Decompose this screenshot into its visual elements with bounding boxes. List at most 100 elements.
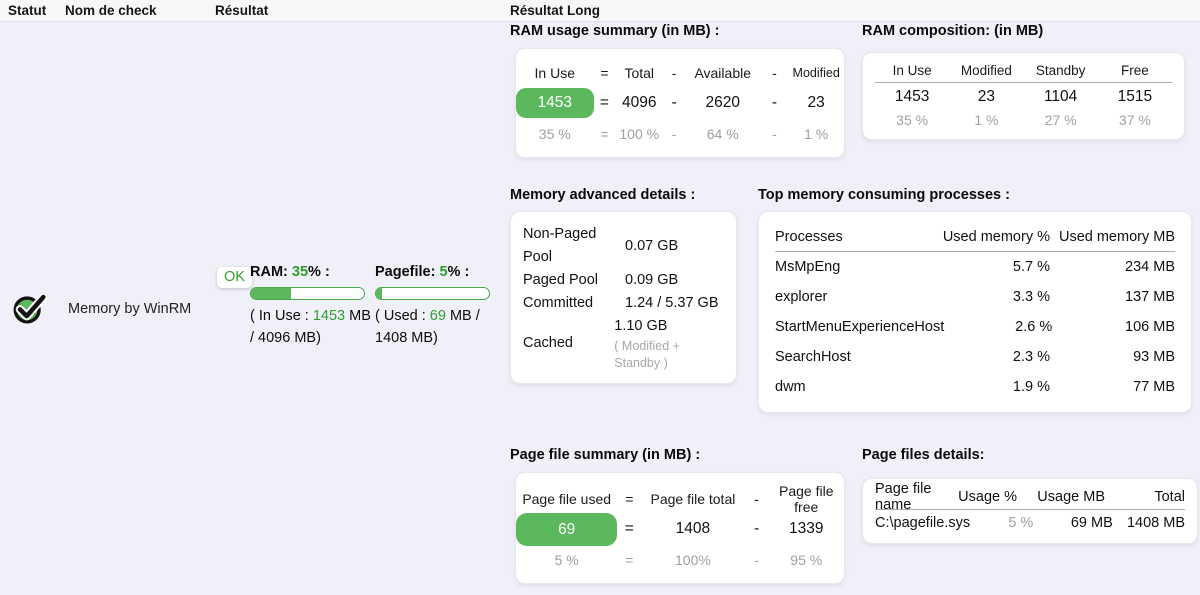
header-cell: Modified <box>960 63 1012 78</box>
pagefile-details-row: C:\pagefile.sys 5 % 69 MB 1408 MB <box>875 510 1185 535</box>
pagefile-total: 1408 MB <box>1126 514 1185 531</box>
row-value: 1.24 / 5.37 GB <box>625 295 719 311</box>
column-header-statut[interactable]: Statut <box>8 3 47 18</box>
column-header-nom-de-check[interactable]: Nom de check <box>65 3 157 18</box>
minus-sign: - <box>671 94 677 111</box>
process-row: StartMenuExperienceHost 2.6 % 106 MB <box>775 312 1175 342</box>
ram-percent-value: 35 <box>291 264 309 280</box>
memory-advanced-row: Paged Pool 0.09 GB <box>523 269 724 292</box>
process-name: dwm <box>775 379 806 395</box>
column-header-resultat-long[interactable]: Résultat Long <box>510 3 600 18</box>
ram-composition-percent-row: 35 % 1 % 27 % 37 % <box>875 109 1172 131</box>
top-processes-card: Processes Used memory % Used memory MB M… <box>758 211 1192 413</box>
percent-cell: 35 % <box>538 126 571 142</box>
pagefile-summary-title: Page file summary (in MB) : <box>510 447 701 463</box>
pagefile-progress-bar <box>375 287 490 300</box>
row-label: Paged Pool <box>523 272 598 288</box>
ram-gauge-detail: ( In Use : 1453 MB / 4096 MB) <box>250 308 371 346</box>
pagefile-summary-value-row: 69 = 1408 - 1339 <box>516 512 844 546</box>
equals-sign: = <box>625 552 634 568</box>
value-cell: 23 <box>807 94 825 111</box>
ram-usage-summary-title: RAM usage summary (in MB) : <box>510 23 720 39</box>
percent-cell: 35 % <box>896 112 929 128</box>
memory-advanced-card: Non-Paged Pool 0.07 GB Paged Pool 0.09 G… <box>510 211 737 384</box>
minus-sign: - <box>671 126 677 142</box>
percent-cell: 100 % <box>619 126 660 142</box>
percent-cell: 1 % <box>804 126 829 142</box>
header-cell: Used memory MB <box>1058 228 1175 245</box>
process-row: dwm 1.9 % 77 MB <box>775 372 1175 402</box>
ram-composition-value-row: 1453 23 1104 1515 <box>875 83 1172 109</box>
pagefile-summary-card: Page file used = Page file total - Page … <box>515 472 845 584</box>
ram-progress-fill <box>251 288 291 299</box>
row-label: Committed <box>523 295 594 311</box>
check-name[interactable]: Memory by WinRM <box>68 301 192 317</box>
header-cell: Page file free <box>779 483 834 515</box>
pagefile-progress-fill <box>376 288 382 299</box>
status-ok-check-circle-icon <box>13 292 48 324</box>
table-header: Statut Nom de check Résultat Résultat Lo… <box>0 0 1200 22</box>
equals-sign: = <box>599 94 609 111</box>
header-cell: Page file name <box>875 481 932 513</box>
ram-summary-value-row: 1453 = 4096 - 2620 - 23 <box>516 87 844 119</box>
memory-advanced-row: Cached 1.10 GB ( Modified + Standby ) <box>523 315 724 372</box>
in-use-pill: 1453 <box>516 88 594 118</box>
pagefile-details-card: Page file name Usage % Usage MB Total C:… <box>862 478 1198 544</box>
percent-cell: 37 % <box>1118 112 1151 128</box>
value-cell: 2620 <box>705 94 740 111</box>
process-row: explorer 3.3 % 137 MB <box>775 282 1175 312</box>
value-cell: 1515 <box>1117 88 1153 105</box>
header-cell: Free <box>1120 63 1149 78</box>
pagefile-name: C:\pagefile.sys <box>875 514 971 531</box>
memory-advanced-block: Memory advanced details : Non-Paged Pool… <box>510 186 737 384</box>
header-cell: Total <box>1154 489 1185 505</box>
process-name: explorer <box>775 289 828 305</box>
percent-cell: 27 % <box>1044 112 1077 128</box>
value-cell: 1339 <box>789 520 824 537</box>
process-pct: 2.3 % <box>1012 349 1050 365</box>
ram-usage-summary-block: RAM usage summary (in MB) : In Use = Tot… <box>510 22 845 158</box>
percent-cell: 95 % <box>790 552 823 568</box>
value-cell: 1104 <box>1043 88 1078 105</box>
minus-sign: - <box>754 552 759 568</box>
percent-cell: 5 % <box>554 552 579 568</box>
status-badge: OK <box>217 267 252 288</box>
pagefile-gauge: Pagefile: 5% : ( Used : 69 MB / 1408 MB) <box>375 264 493 349</box>
minus-sign: - <box>671 65 677 81</box>
pagefile-summary-header-row: Page file used = Page file total - Page … <box>516 483 844 515</box>
memory-advanced-title: Memory advanced details : <box>510 187 696 203</box>
header-cell: In Use <box>534 65 575 81</box>
top-processes-block: Top memory consuming processes : Process… <box>758 186 1192 413</box>
row-label: Non-Paged Pool <box>523 226 597 265</box>
ram-summary-percent-row: 35 % = 100 % - 64 % - 1 % <box>516 119 844 149</box>
header-cell: Processes <box>775 228 843 245</box>
equals-sign: = <box>600 65 609 81</box>
pagefile-summary-percent-row: 5 % = 100% - 95 % <box>516 545 844 575</box>
minus-sign: - <box>772 126 777 142</box>
pagefile-details-block: Page files details: Page file name Usage… <box>862 446 1198 544</box>
minus-sign: - <box>772 65 777 81</box>
percent-cell: 64 % <box>706 126 739 142</box>
pagefile-used-value: 69 <box>429 308 446 324</box>
header-cell: Page file used <box>522 491 612 507</box>
row-value: 1.10 GB <box>614 318 668 334</box>
pagefile-details-header-row: Page file name Usage % Usage MB Total <box>875 481 1185 513</box>
equals-sign: = <box>624 520 634 537</box>
process-pct: 3.3 % <box>1012 289 1050 305</box>
header-cell: Usage MB <box>1037 489 1105 505</box>
row-value: 0.09 GB <box>625 272 679 288</box>
pagefile-gauge-label: Pagefile: 5% : <box>375 264 470 280</box>
header-cell: In Use <box>892 63 932 78</box>
column-header-resultat[interactable]: Résultat <box>215 3 269 18</box>
process-row: SearchHost 2.3 % 93 MB <box>775 342 1175 372</box>
value-cell: 1453 <box>894 88 930 105</box>
minus-sign: - <box>753 520 760 537</box>
ram-composition-header-row: In Use Modified Standby Free <box>875 59 1172 83</box>
ram-gauge-label: RAM: 35% : <box>250 264 330 280</box>
pagefile-percent-value: 5 <box>439 264 448 280</box>
top-processes-title: Top memory consuming processes : <box>758 187 1010 203</box>
ram-composition-card: In Use Modified Standby Free 1453 23 110… <box>862 52 1185 140</box>
minus-sign: - <box>771 94 777 111</box>
pagefile-used-pill: 69 <box>516 512 618 546</box>
process-mb: 106 MB <box>1125 319 1175 335</box>
